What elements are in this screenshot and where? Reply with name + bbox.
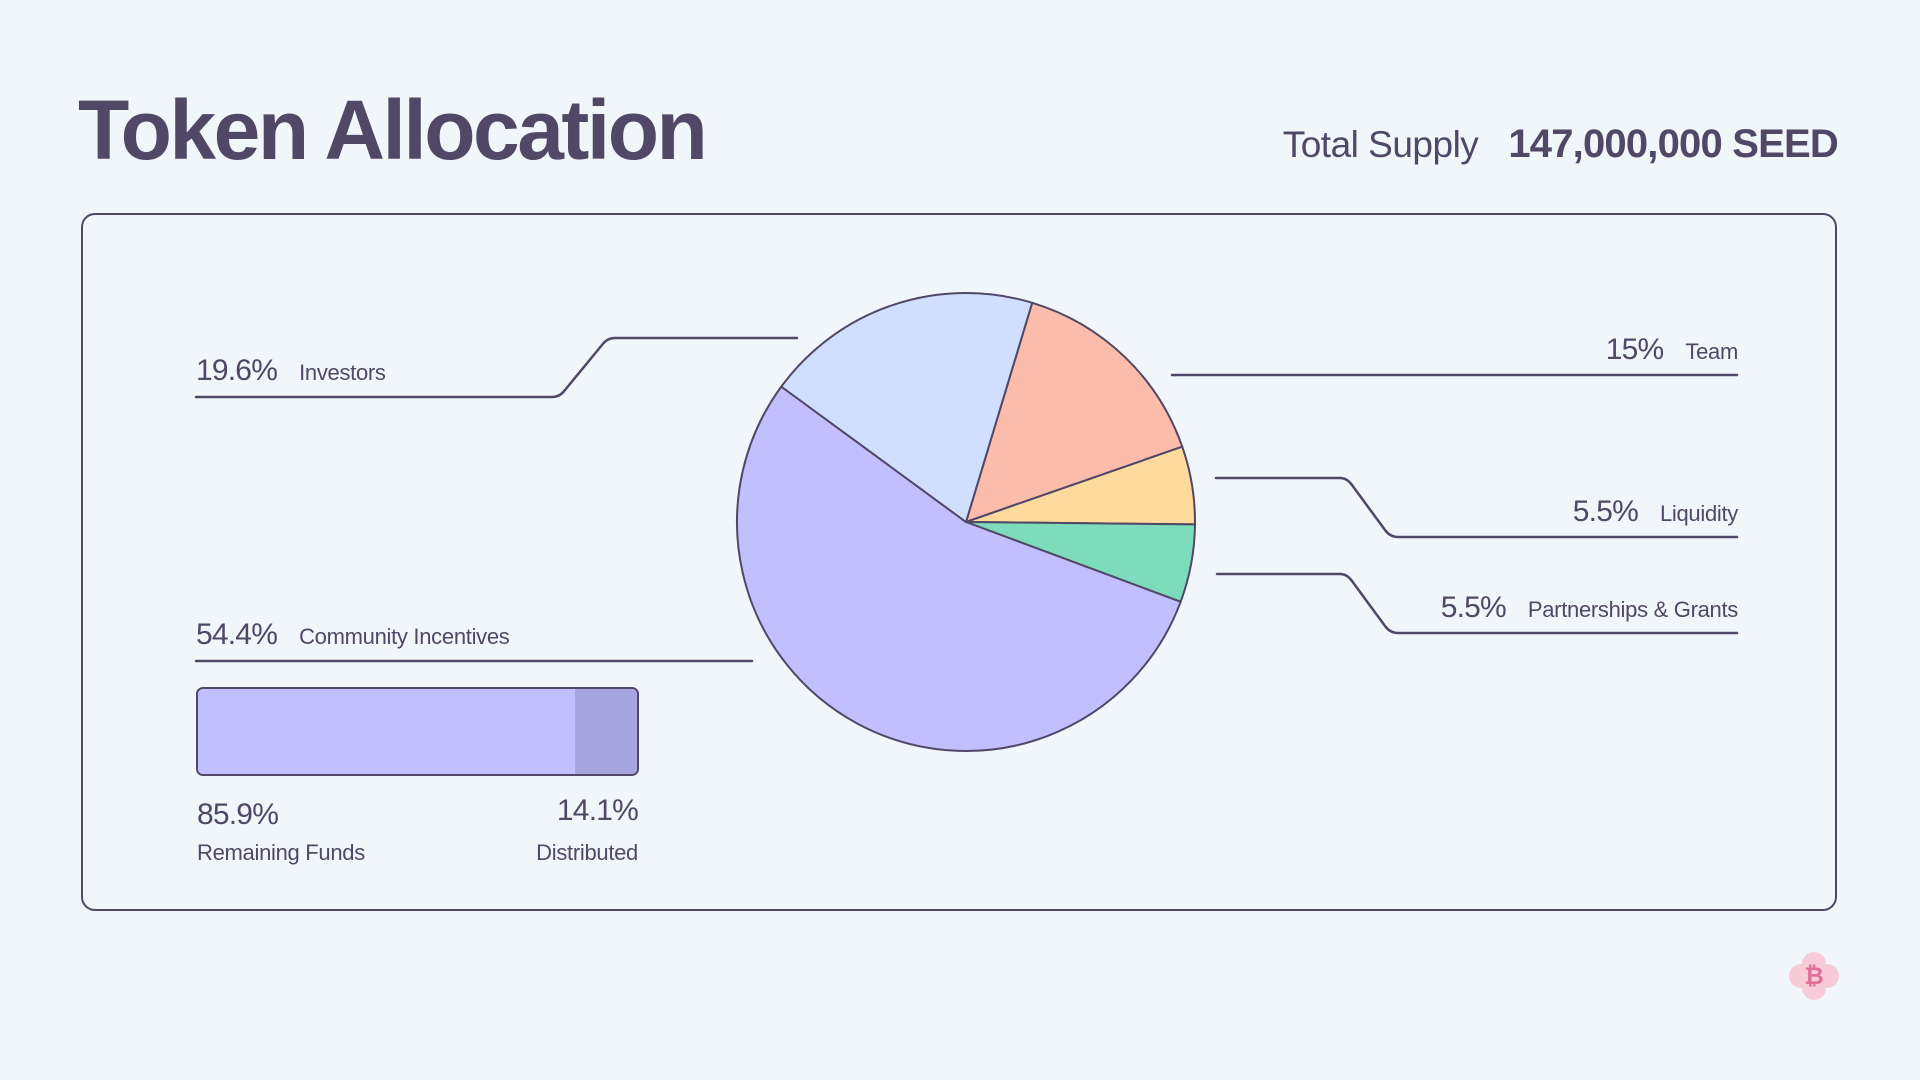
remaining-funds-stat: 85.9% Remaining Funds — [197, 800, 365, 864]
community-pct: 54.4% — [196, 618, 278, 651]
remaining-funds-pct: 85.9% — [197, 798, 279, 831]
label-liquidity: 5.5% Liquidity — [1572, 495, 1739, 528]
total-supply-label: Total Supply — [1282, 124, 1479, 165]
liquidity-pct: 5.5% — [1572, 495, 1639, 528]
bitcoin-icon: ₿ — [1789, 952, 1839, 1000]
label-community: 54.4% Community Incentives — [196, 620, 510, 650]
total-supply-value: 147,000,000 SEED — [1508, 122, 1838, 166]
distributed-pct: 14.1% — [556, 794, 639, 827]
label-partnerships: 5.5% Partnerships & Grants — [1440, 591, 1739, 624]
team-pct: 15% — [1605, 333, 1664, 366]
leader-line-liquidity — [1214, 476, 1739, 539]
distributed-label: Distributed — [536, 840, 638, 865]
investors-name: Investors — [299, 360, 386, 385]
distributed-segment — [575, 689, 637, 774]
partnerships-name: Partnerships & Grants — [1527, 597, 1738, 622]
slice-community — [736, 385, 1182, 752]
slice-team — [965, 301, 1184, 523]
label-team: 15% Team — [1605, 333, 1739, 366]
svg-text:₿: ₿ — [1804, 962, 1824, 990]
investors-pct: 19.6% — [196, 354, 278, 387]
leader-line-partnerships — [1215, 572, 1739, 635]
total-supply: Total Supply 147,000,000 SEED — [1282, 122, 1839, 166]
remaining-funds-label: Remaining Funds — [197, 840, 365, 865]
partnerships-pct: 5.5% — [1440, 591, 1507, 624]
slice-investors — [780, 292, 1034, 523]
team-name: Team — [1685, 339, 1738, 364]
leader-line-investors — [194, 336, 799, 399]
remaining-funds-segment — [198, 689, 576, 774]
allocation-card — [81, 213, 1837, 911]
page-title: Token Allocation — [78, 83, 708, 177]
label-investors: 19.6% Investors — [196, 356, 386, 386]
liquidity-name: Liquidity — [1659, 501, 1738, 526]
leader-lines — [194, 336, 1739, 663]
community-name: Community Incentives — [299, 624, 510, 649]
distributed-stat: 14.1% Distributed — [536, 794, 639, 865]
community-progress-bar — [196, 687, 639, 776]
